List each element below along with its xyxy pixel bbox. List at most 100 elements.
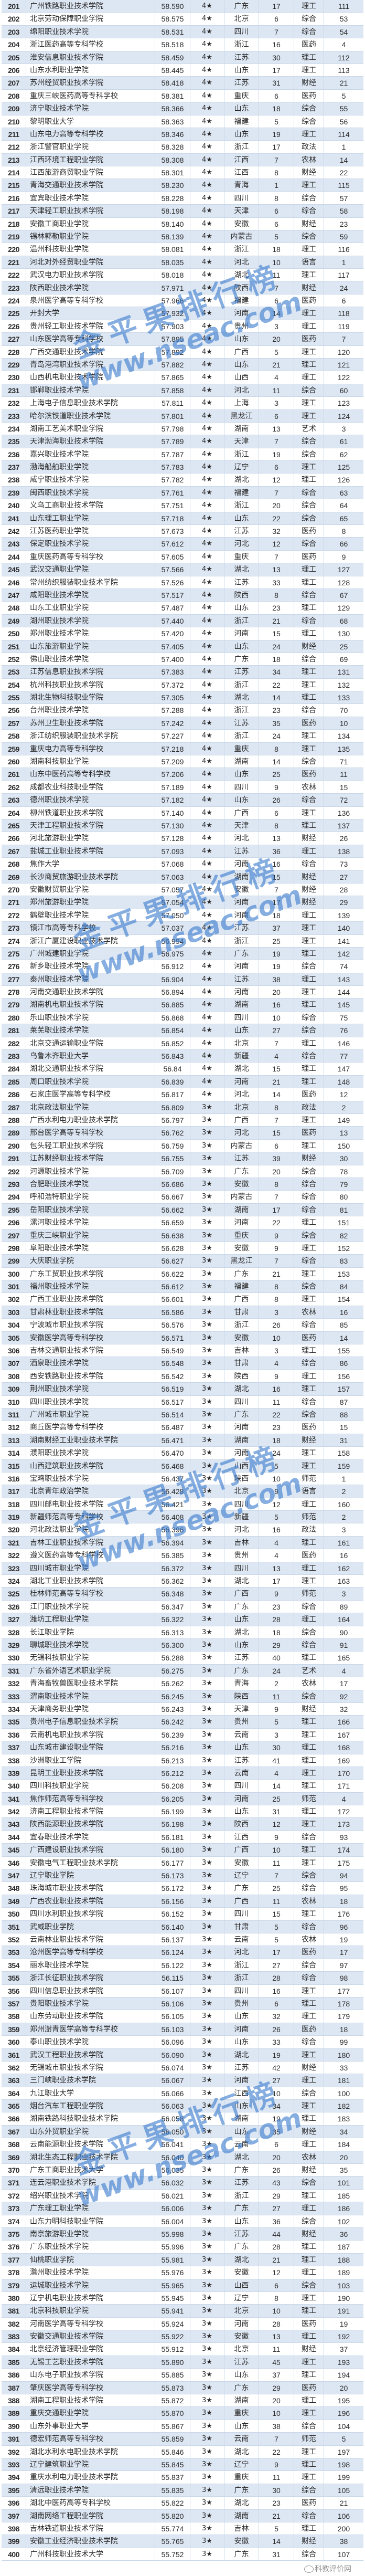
type-rank-cell: 188 — [337, 2255, 350, 2264]
type-rank-cell: 139 — [337, 911, 350, 920]
type-rank-cell: 166 — [337, 1718, 350, 1727]
province-rank-cell: 29 — [259, 2381, 294, 2394]
table-row: 391 德宏师范高等专科学校 55.859 3★ 云南 7 师范 5 — [2, 2433, 363, 2446]
type-cell: 理工 — [294, 1447, 324, 1459]
star-rating-cell: 4★ — [190, 1024, 224, 1037]
rank-cell: 372 — [2, 2189, 26, 2202]
province-cell: 吉林 — [224, 1344, 259, 1357]
table-row: 283 乌鲁木齐职业大学 56.843 4★ 新疆 4 综合 77 — [2, 1050, 363, 1063]
type-rank-cell: 73 — [339, 860, 348, 869]
school-name-cell: 山东外事职业大学 — [26, 2420, 155, 2433]
province-cell: 安徽 — [224, 2266, 259, 2279]
type-cell: 财经 — [294, 166, 324, 179]
rank-cell: 211 — [2, 128, 26, 141]
province-cell: 河北 — [224, 1946, 259, 1959]
score-cell: 56.471 — [155, 1434, 190, 1447]
school-name-cell: 湖南网络工程职业学院 — [26, 2509, 155, 2522]
score-cell: 58.590 — [155, 0, 190, 13]
type-rank-cell: 82 — [339, 1231, 348, 1240]
province-cell: 浙江 — [224, 499, 259, 512]
type-rank-cell: 3 — [341, 424, 346, 433]
type-cell: 财经 — [294, 1152, 324, 1165]
type-cell: 理工 — [294, 819, 324, 832]
type-rank-cell: 189 — [337, 2268, 350, 2277]
school-name-cell: 闽西职业技术学院 — [26, 486, 155, 499]
table-row: 317 北京青年政治学院 56.428 3★ 北京 9 语言 2 — [2, 1485, 363, 1498]
score-cell: 55.859 — [155, 2433, 190, 2445]
type-rank-cell: 9 — [341, 552, 346, 561]
type-cell: 理工 — [294, 1075, 324, 1088]
type-rank-cell: 187 — [337, 2243, 350, 2252]
table-row: 378 滁州职业技术学院 55.976 3★ 安徽 12 理工 189 — [2, 2266, 363, 2279]
province-rank-cell: 6 — [259, 294, 294, 307]
province-cell: 山东 — [224, 358, 259, 371]
school-name-cell: 湖北生态工程职业技术学院 — [26, 2151, 155, 2164]
score-cell: 56.601 — [155, 1293, 190, 1306]
province-cell: 河南 — [224, 1421, 259, 1434]
type-cell: 理工 — [294, 806, 324, 819]
table-row: 328 长江职业学院 56.313 3★ 湖北 18 综合 90 — [2, 1626, 363, 1639]
province-rank-cell: 13 — [259, 832, 294, 845]
province-cell: 河北 — [224, 832, 259, 845]
score-cell: 56.885 — [155, 998, 190, 1011]
score-cell: 56.245 — [155, 1690, 190, 1702]
province-cell: 山东 — [224, 2215, 259, 2227]
province-rank-cell: 6 — [259, 2279, 294, 2291]
table-row: 220 温州科技职业学院 58.081 4★ 浙江 18 理工 116 — [2, 243, 363, 256]
star-rating-cell: 3★ — [190, 1421, 224, 1434]
rank-cell: 274 — [2, 934, 26, 947]
province-cell: 云南 — [224, 2433, 259, 2445]
type-cell: 医药 — [294, 89, 324, 102]
score-cell: 58.301 — [155, 166, 190, 179]
province-cell: 贵州 — [224, 1716, 259, 1728]
table-row: 233 哈尔滨铁道职业技术学院 57.801 4★ 黑龙江 6 理工 124 — [2, 409, 363, 423]
star-rating-cell: 3★ — [190, 2407, 224, 2420]
score-cell: 55.835 — [155, 2484, 190, 2497]
rank-cell: 220 — [2, 243, 26, 256]
province-cell: 山东 — [224, 2010, 259, 2023]
type-rank-cell: 60 — [339, 386, 348, 395]
province-cell: 浙江 — [224, 141, 259, 153]
type-rank-cell: 66 — [339, 540, 348, 549]
school-name-cell: 沧州医学高等专科学校 — [26, 1946, 155, 1959]
table-row: 282 北京交通运输职业学院 56.852 4★ 北京 7 理工 146 — [2, 1037, 363, 1050]
school-name-cell: 武汉交通职业学院 — [26, 563, 155, 576]
type-cell: 理工 — [294, 627, 324, 640]
rank-cell: 357 — [2, 1997, 26, 2010]
province-rank-cell: 33 — [259, 576, 294, 588]
province-rank-cell: 28 — [259, 1613, 294, 1626]
province-cell: 天津 — [224, 1702, 259, 1716]
province-rank-cell: 12 — [259, 1498, 294, 1511]
school-name-cell: 河南医学高等专科学校 — [26, 2317, 155, 2330]
type-rank-cell: 103 — [337, 2281, 350, 2290]
province-cell: 河南 — [224, 1216, 259, 1229]
rank-cell: 319 — [2, 1511, 26, 1523]
score-cell: 56.032 — [155, 2177, 190, 2189]
province-cell: 湖南 — [224, 2394, 259, 2407]
star-rating-cell: 3★ — [190, 2253, 224, 2266]
type-cell: 综合 — [294, 1203, 324, 1216]
star-rating-cell: 3★ — [190, 2305, 224, 2317]
rank-cell: 268 — [2, 858, 26, 870]
wechat-icon — [304, 2566, 314, 2573]
type-rank-cell: 23 — [339, 219, 348, 228]
rank-cell: 340 — [2, 1780, 26, 1792]
province-cell: 江苏 — [224, 1652, 259, 1664]
province-cell: 新疆 — [224, 1050, 259, 1063]
type-rank-cell: 181 — [337, 2076, 350, 2085]
score-cell: 58.308 — [155, 153, 190, 166]
province-rank-cell: 17 — [259, 0, 294, 13]
rank-cell: 290 — [2, 1139, 26, 1152]
star-rating-cell: 3★ — [190, 1344, 224, 1357]
province-rank-cell: 13 — [259, 2330, 294, 2343]
score-cell: 56.006 — [155, 2202, 190, 2215]
star-rating-cell: 3★ — [190, 2497, 224, 2509]
star-rating-cell: 3★ — [190, 2010, 224, 2023]
type-cell: 理工 — [294, 2100, 324, 2112]
school-name-cell: 周口职业技术学院 — [26, 1075, 155, 1088]
province-cell: 广东 — [224, 947, 259, 960]
table-row: 251 山东旅游职业学院 57.405 4★ 山东 24 财经 25 — [2, 640, 363, 653]
province-rank-cell: 12 — [259, 2266, 294, 2279]
rank-cell: 256 — [2, 704, 26, 717]
type-cell: 理工 — [294, 602, 324, 614]
